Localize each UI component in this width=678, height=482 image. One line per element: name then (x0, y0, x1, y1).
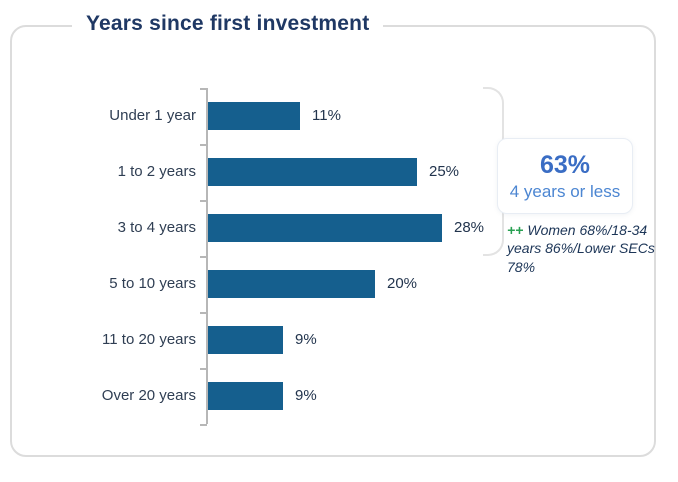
category-label: 3 to 4 years (117, 219, 196, 236)
axis-tick (200, 424, 207, 426)
bar (208, 270, 375, 298)
chart-title: Years since first investment (72, 12, 384, 37)
bar (208, 214, 442, 242)
value-label: 25% (429, 163, 460, 180)
bar (208, 382, 283, 410)
bar (208, 158, 417, 186)
callout-headline: 63% (539, 150, 591, 179)
y-axis-line (206, 88, 208, 424)
note-line-3: 78% (507, 258, 536, 275)
callout-subline: 4 years or less (509, 181, 621, 201)
note-line-2: years 86%/Lower SECs (507, 240, 655, 257)
category-label: 5 to 10 years (109, 275, 196, 292)
value-label: 28% (454, 219, 485, 236)
axis-tick (200, 144, 207, 146)
axis-tick (200, 200, 207, 202)
note-line-1: Women 68%/18-34 (527, 222, 648, 238)
axis-tick (200, 88, 207, 90)
category-label: Over 20 years (101, 387, 196, 404)
category-label: 1 to 2 years (117, 163, 196, 180)
category-label: 11 to 20 years (102, 331, 196, 348)
callout-card: 63% 4 years or less (497, 138, 633, 214)
value-label: 9% (295, 331, 317, 348)
value-label: 9% (295, 387, 317, 404)
bar (208, 102, 300, 130)
axis-tick (200, 368, 207, 370)
bar (208, 326, 283, 354)
axis-tick (200, 312, 207, 314)
value-label: 20% (387, 275, 418, 292)
axis-tick (200, 256, 207, 258)
category-label: Under 1 year (109, 107, 196, 124)
bracket-note: ++ Women 68%/18-34 years 86%/Lower SECs 7… (507, 221, 665, 276)
value-label: 11% (312, 107, 341, 124)
note-prefix: ++ (507, 222, 524, 238)
